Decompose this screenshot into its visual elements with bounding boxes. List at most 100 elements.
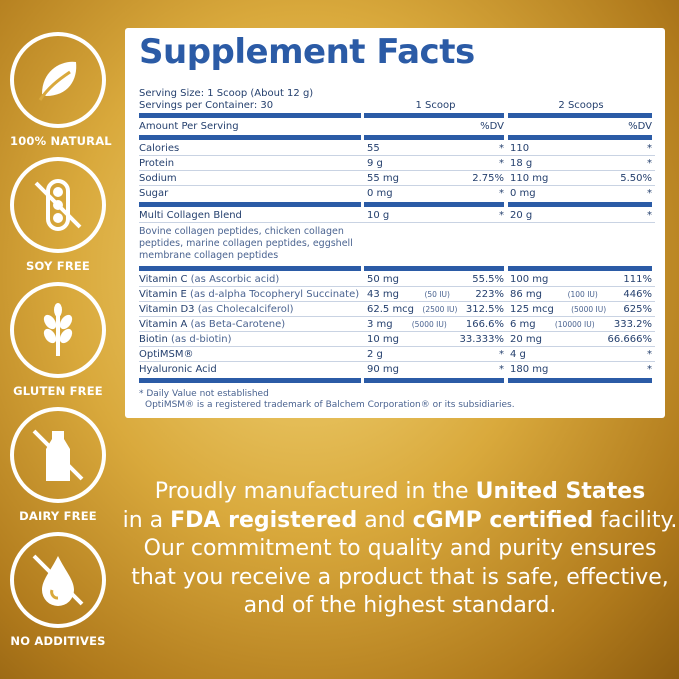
daily-value: *: [647, 209, 652, 221]
badge-circle: [10, 532, 106, 628]
daily-value: 223%: [475, 288, 504, 300]
dv-header: %DV: [480, 121, 504, 132]
header-row: Amount Per Serving %DV %DV: [139, 119, 655, 134]
leaf-icon: [38, 61, 77, 101]
amount: 50 mg: [367, 273, 399, 285]
nutrient-name: Sodium: [139, 172, 177, 184]
daily-value: *: [647, 142, 652, 154]
divider-bar: [139, 202, 655, 207]
badge-label: GLUTEN FREE: [13, 384, 103, 398]
badge-label: SOY FREE: [25, 259, 90, 273]
amount: 55: [367, 142, 380, 154]
amount: 20 g: [510, 209, 533, 221]
divider-bar: [139, 135, 655, 140]
daily-value: *: [647, 188, 652, 199]
daily-value: 446%: [623, 288, 652, 300]
daily-value: 2.75%: [472, 172, 504, 184]
amount: 86 mg: [510, 288, 542, 300]
divider-bar: [139, 266, 655, 271]
daily-value: *: [499, 364, 504, 375]
nutrient-name: Sugar: [139, 188, 169, 199]
wheat-icon: [43, 303, 73, 356]
table-row: Sugar 0 mg * 0 mg *: [139, 186, 655, 201]
dv-header: %DV: [628, 121, 652, 132]
amount: 55 mg: [367, 172, 399, 184]
amount: 10 g: [367, 209, 390, 221]
badge-label: NO ADDITIVES: [10, 634, 106, 648]
nutrient-source: (as d-alpha Tocopheryl Succinate): [190, 288, 360, 300]
badge-circle: [10, 157, 106, 253]
table-row: Biotin (as d-biotin) 10 mg 33.333% 20 mg 66.…: [139, 332, 655, 347]
facts-table: Serving Size: 1 Scoop (About 12 g) Servin…: [139, 88, 655, 411]
amount: 6 mg: [510, 318, 536, 330]
amount: 110: [510, 142, 530, 154]
amount: 20 mg: [510, 333, 542, 345]
manufacturing-message: Proudly manufactured in the United State…: [120, 478, 679, 621]
daily-value: 333.2%: [613, 318, 652, 330]
daily-value: *: [647, 364, 652, 375]
daily-value: 625%: [623, 303, 652, 315]
nutrient-name: Hyaluronic Acid: [139, 364, 217, 375]
table-row: Hyaluronic Acid 90 mg * 180 mg *: [139, 362, 655, 377]
badge-label: 100% NATURAL: [10, 134, 112, 148]
footnote: * Daily Value not established: [139, 389, 269, 399]
badge-circle: [10, 407, 106, 503]
msg-text: and: [357, 507, 413, 533]
drop-free-icon: [32, 554, 84, 606]
badge-no-additives: NO ADDITIVES: [10, 532, 106, 648]
milk-bottle-free-icon: [32, 429, 84, 481]
amount: 180 mg: [510, 364, 549, 375]
badge-dairy-free: DAIRY FREE: [10, 407, 106, 523]
iu-value: (10000 IU): [554, 319, 595, 329]
iu-value: (100 IU): [567, 289, 598, 299]
nutrient-name: Vitamin D3: [139, 303, 195, 315]
daily-value: *: [499, 209, 504, 221]
daily-value: 166.6%: [465, 318, 504, 330]
msg-line: and of the highest standard.: [243, 593, 557, 618]
amount: 110 mg: [510, 172, 549, 184]
daily-value: *: [499, 157, 504, 169]
msg-text: Proudly manufactured in the: [154, 479, 476, 504]
msg-bold: United States: [475, 479, 646, 504]
footnotes: * Daily Value not established OptiMSM® is…: [139, 389, 655, 411]
nutrient-source: (as Beta-Carotene): [190, 318, 286, 330]
nutrient-name: OptiMSM®: [139, 348, 194, 360]
table-row: Vitamin D3 (as Cholecalciferol) 62.5 mcg (…: [139, 302, 655, 317]
amount: 3 mg: [367, 318, 393, 330]
amount: 9 g: [367, 157, 383, 169]
divider-bar: [139, 378, 655, 383]
iu-value: (5000 IU): [411, 319, 447, 329]
daily-value: 5.50%: [620, 172, 652, 184]
iu-value: (50 IU): [424, 289, 450, 299]
amount: 62.5 mcg: [367, 303, 415, 315]
badge-label: DAIRY FREE: [19, 509, 97, 523]
daily-value: 111%: [623, 273, 652, 285]
soy-free-icon: [34, 179, 82, 231]
nutrient-name: Vitamin C: [139, 273, 188, 285]
badge-circle: [10, 282, 106, 378]
divider-bar: [139, 113, 655, 118]
amount: 43 mg: [367, 288, 399, 300]
col1-header: 1 Scoop: [415, 100, 456, 111]
daily-value: 33.333%: [459, 333, 505, 345]
daily-value: 66.666%: [607, 333, 653, 345]
amount: 4 g: [510, 348, 526, 360]
nutrient-name: Vitamin E: [139, 288, 187, 300]
table-row: Sodium 55 mg 2.75% 110 mg 5.50%: [139, 171, 655, 186]
daily-value: *: [499, 142, 504, 154]
nutrient-name: Protein: [139, 157, 175, 169]
badge-circle: [10, 32, 106, 128]
serving-size: Serving Size: 1 Scoop (About 12 g): [139, 88, 314, 99]
table-row: Vitamin A (as Beta-Carotene) 3 mg (5000 IU…: [139, 317, 655, 332]
daily-value: *: [647, 348, 652, 360]
msg-line: that you receive a product that is safe,…: [131, 564, 669, 590]
iu-value: (2500 IU): [422, 304, 458, 314]
table-row: Protein 9 g * 18 g *: [139, 156, 655, 171]
amount-per-serving: Amount Per Serving: [139, 121, 239, 132]
amount: 2 g: [367, 348, 383, 360]
table-row: OptiMSM® 2 g * 4 g *: [139, 347, 655, 362]
iu-value: (5000 IU): [571, 304, 607, 314]
servings-per-container: Servings per Container: 30: [139, 100, 274, 111]
amount: 125 mcg: [510, 303, 554, 315]
amount: 10 mg: [367, 333, 399, 345]
